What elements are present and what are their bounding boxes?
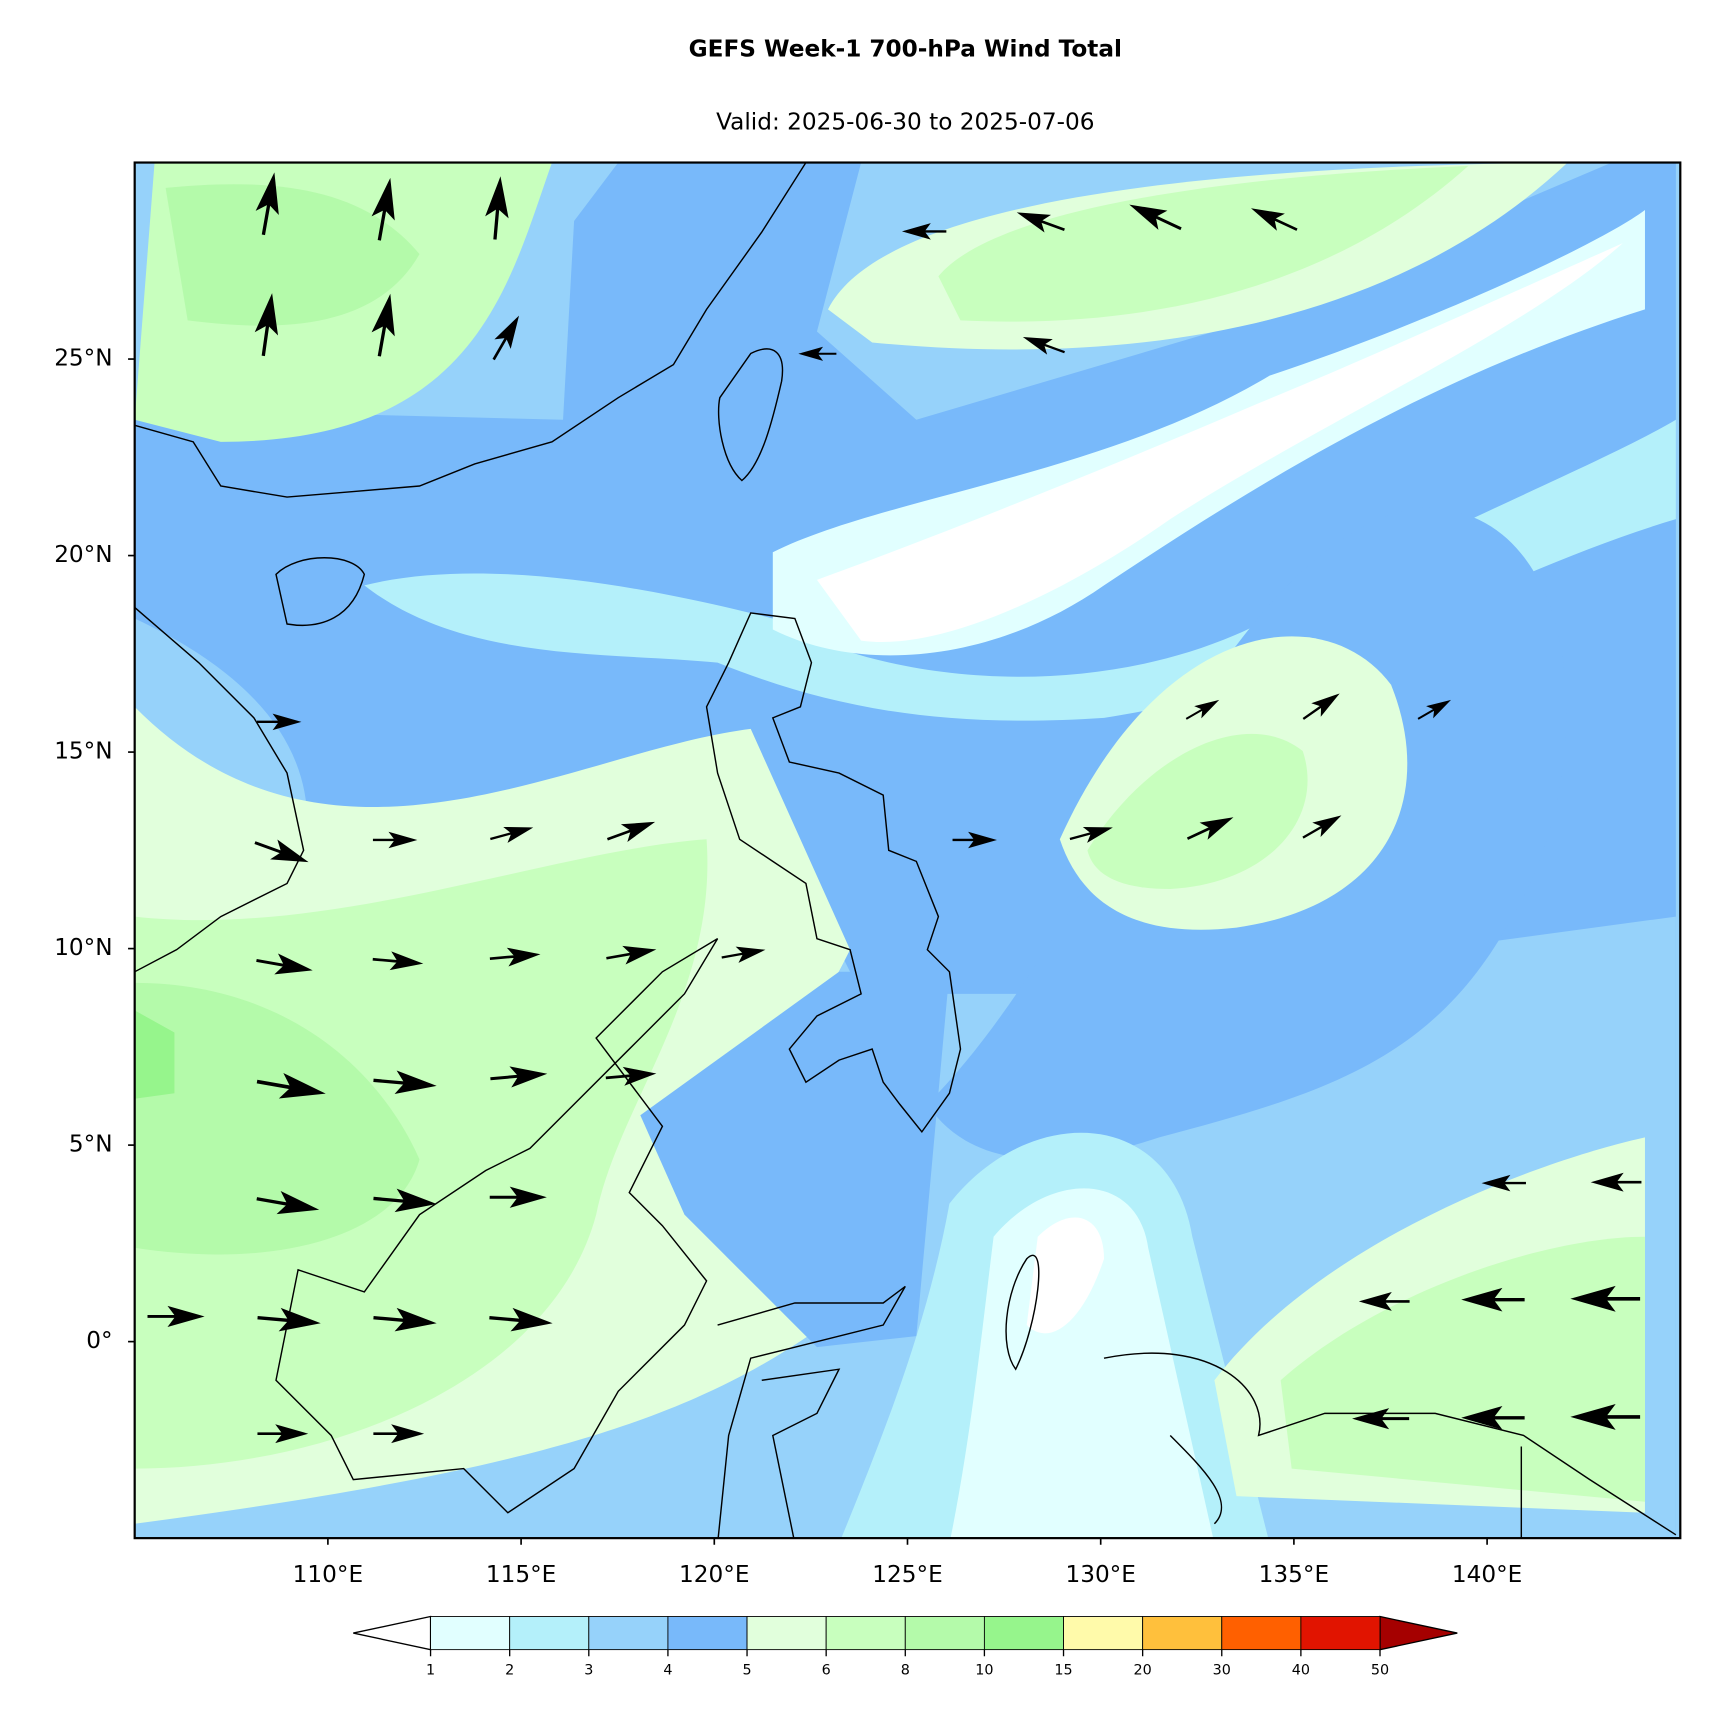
contour-fill	[1280, 1236, 1645, 1502]
colorbar-label: 40	[1292, 1663, 1310, 1679]
coastline	[275, 938, 719, 1514]
colorbar-segment	[1142, 1616, 1223, 1651]
colorbar-label: 3	[584, 1663, 593, 1679]
coastline	[705, 612, 962, 1134]
coastline	[134, 606, 305, 973]
contour-fill	[165, 184, 420, 326]
colorbar-segment	[509, 1616, 590, 1651]
y-tick-label: 10°N	[54, 934, 112, 961]
colorbar-segment	[1221, 1616, 1302, 1651]
title: GEFS Week-1 700-hPa Wind Total	[689, 35, 1122, 62]
y-tick-label: 5°N	[69, 1131, 113, 1158]
colorbar: 1 2 3 4 5 6 8 10 15 20 30 40 50	[353, 1615, 1458, 1679]
x-tick-label: 120°E	[679, 1561, 749, 1588]
contour-fill	[938, 165, 1469, 322]
y-tick-label: 0°	[86, 1327, 112, 1354]
colorbar-extend-under	[353, 1615, 432, 1651]
coastline	[134, 162, 807, 498]
x-tick-label: 135°E	[1259, 1561, 1329, 1588]
colorbar-label: 6	[822, 1663, 831, 1679]
contour-fill	[134, 982, 420, 1255]
colorbar-label: 2	[505, 1663, 514, 1679]
colorbar-segment	[430, 1616, 511, 1651]
contour-fill	[134, 1010, 175, 1099]
colorbar-label: 50	[1371, 1663, 1389, 1679]
map-body	[134, 162, 1681, 1539]
contour-fill	[1026, 1217, 1105, 1334]
colorbar-segment	[825, 1616, 906, 1651]
colorbar-label: 8	[901, 1663, 910, 1679]
coastline	[717, 1285, 906, 1539]
y-tick-label: 20°N	[54, 541, 112, 568]
colorbar-label: 10	[975, 1663, 993, 1679]
x-tick-label: 125°E	[872, 1561, 942, 1588]
colorbar-segment	[1063, 1616, 1144, 1651]
x-tick-label: 130°E	[1065, 1561, 1135, 1588]
colorbar-label: 1	[426, 1663, 435, 1679]
coastline	[717, 348, 784, 482]
colorbar-extend-over	[1379, 1615, 1458, 1651]
contour-fill	[816, 243, 1623, 642]
colorbar-segment	[588, 1616, 669, 1651]
x-tick-label: 115°E	[486, 1561, 556, 1588]
colorbar-segment	[667, 1616, 748, 1651]
contour-fill	[950, 1188, 1214, 1539]
subtitle: Valid: 2025-06-30 to 2025-07-06	[716, 108, 1094, 135]
x-tick-label: 110°E	[293, 1561, 363, 1588]
colorbar-segment	[983, 1616, 1064, 1651]
colorbar-label: 5	[742, 1663, 751, 1679]
colorbar-segment	[746, 1616, 827, 1651]
contour-fill	[640, 971, 950, 1348]
contour-fill	[134, 839, 708, 1469]
y-tick-label: 25°N	[54, 345, 112, 372]
colorbar-segment	[1300, 1616, 1381, 1651]
colorbar-label: 20	[1134, 1663, 1152, 1679]
colorbar-label: 4	[663, 1663, 672, 1679]
colorbar-segment	[904, 1616, 985, 1651]
x-tick-label: 140°E	[1452, 1561, 1522, 1588]
colorbar-label: 15	[1054, 1663, 1072, 1679]
coastline	[275, 557, 366, 627]
y-tick-label: 15°N	[54, 738, 112, 765]
coastline	[1005, 1254, 1677, 1539]
colorbar-label: 30	[1213, 1663, 1231, 1679]
contour-fill	[1087, 733, 1308, 889]
